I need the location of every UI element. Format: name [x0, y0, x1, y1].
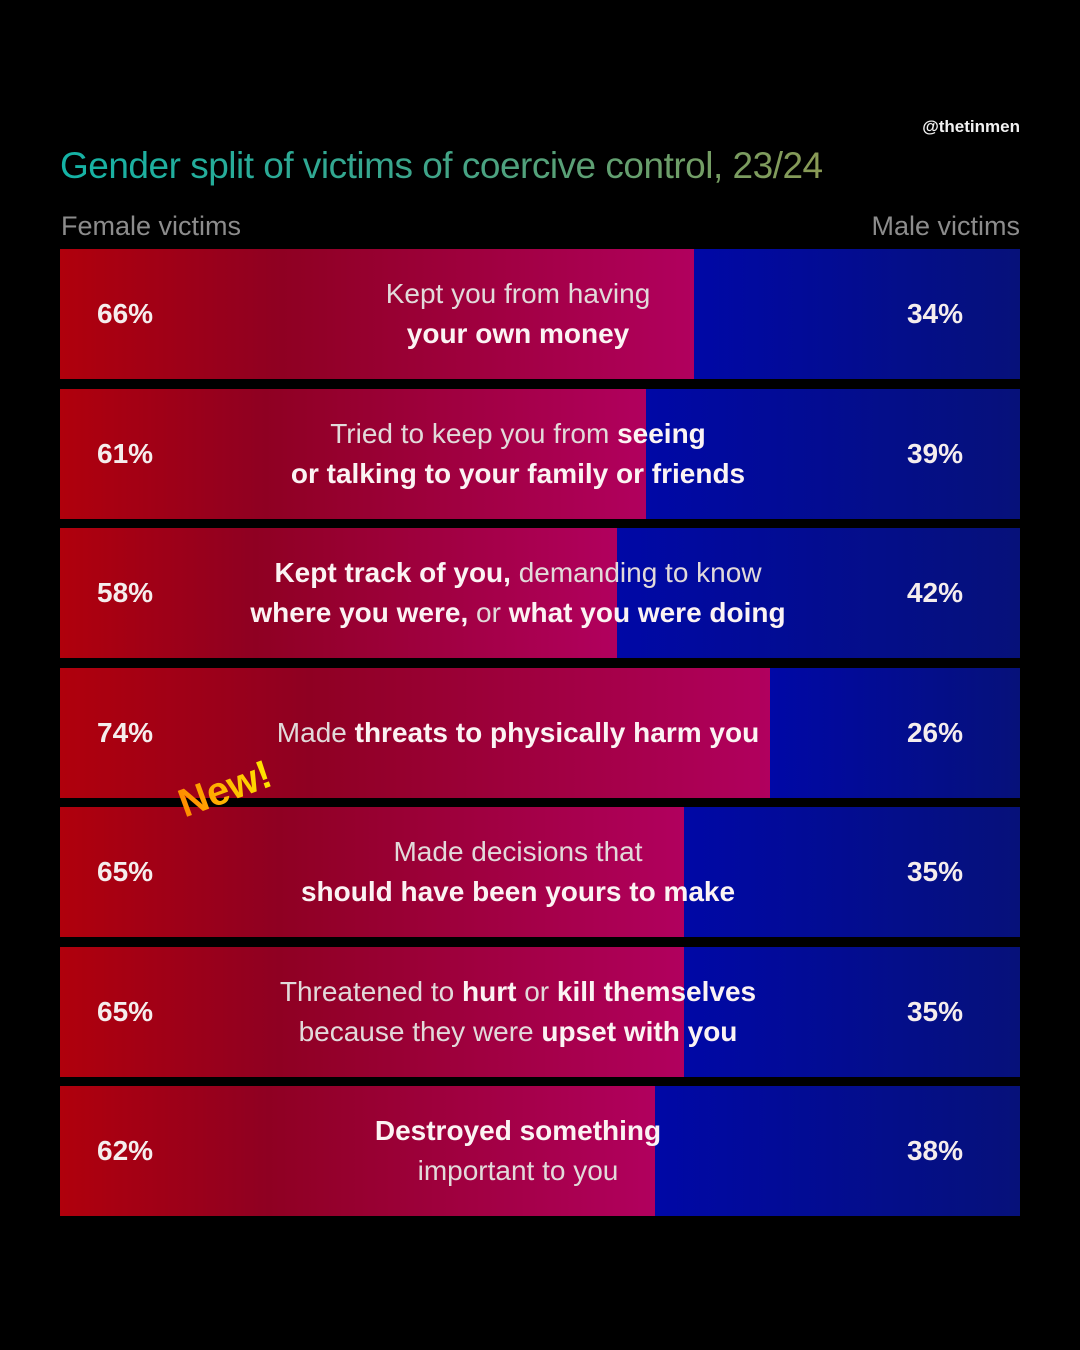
bar-row: Made threats to physically harm you 74% 26… [60, 668, 1020, 798]
label-emphasis: should have been yours to make [300, 876, 736, 907]
male-bar-segment [693, 249, 1020, 379]
female-value-label: 61% [97, 438, 154, 469]
bar-row: Made decisions that should have been your… [60, 807, 1020, 937]
author-handle: @thetinmen [922, 117, 1020, 136]
label-emphasis: or talking to your family or friends [290, 458, 746, 489]
label-emphasis: kill themselves [556, 976, 757, 1007]
label-text: Made [276, 717, 355, 748]
category-label-line: Kept track of you, demanding to know [16, 553, 1020, 593]
category-label-line: or talking to your family or friends [16, 454, 1020, 494]
male-bar-segment [684, 807, 1020, 937]
category-label-line: should have been yours to make [16, 872, 1020, 912]
category-label: Tried to keep you from seeing or talking … [16, 414, 1020, 494]
label-text: because they were [298, 1016, 542, 1047]
label-text: or [516, 976, 557, 1007]
label-emphasis: Kept track of you, [274, 557, 511, 588]
male-value-label: 26% [906, 717, 963, 748]
category-label: Destroyed something important to you [16, 1111, 1020, 1191]
bar-row: Kept track of you, demanding to know wher… [60, 528, 1020, 658]
category-label: Made decisions that should have been your… [16, 832, 1020, 912]
category-label: Made threats to physically harm you [16, 713, 1020, 753]
label-text: important to you [417, 1155, 619, 1186]
male-bar-segment [770, 668, 1020, 798]
category-label-line: Kept you from having [16, 274, 1020, 314]
category-label-line: Made decisions that [16, 832, 1020, 872]
category-label: Threatened to hurt or kill themselves bec… [16, 972, 1020, 1052]
label-emphasis: threats to physically harm you [354, 717, 760, 748]
category-label-line: because they were upset with you [16, 1012, 1020, 1052]
male-value-label: 35% [906, 996, 963, 1027]
category-label-line: Destroyed something [16, 1111, 1020, 1151]
bar-row: Destroyed something important to you 62% 38… [60, 1086, 1020, 1216]
male-bar-segment [645, 389, 1020, 519]
label-text: or [468, 597, 509, 628]
female-value-label: 74% [97, 717, 154, 748]
category-label-line: where you were, or what you were doing [16, 593, 1020, 633]
female-bar-segment [60, 668, 771, 798]
label-emphasis: hurt [461, 976, 517, 1007]
male-value-label: 35% [906, 856, 963, 887]
label-text: Threatened to [279, 976, 462, 1007]
female-value-label: 58% [97, 577, 154, 608]
bar-row: Tried to keep you from seeing or talking … [60, 389, 1020, 519]
label-text: Tried to keep you from [330, 418, 618, 449]
male-value-label: 34% [906, 298, 963, 329]
female-bar-segment [60, 947, 684, 1077]
category-label-line: Tried to keep you from seeing [16, 414, 1020, 454]
category-label-line: important to you [16, 1151, 1020, 1191]
category-label: Kept you from having your own money [16, 274, 1020, 354]
female-bar-segment [60, 807, 684, 937]
label-emphasis: upset with you [541, 1016, 738, 1047]
female-value-label: 65% [97, 856, 154, 887]
category-label: Kept track of you, demanding to know wher… [16, 553, 1020, 633]
female-bar-segment [60, 249, 694, 379]
female-victims-label: Female victims [61, 211, 242, 241]
bar-row: Kept you from having your own money 66% 34% [60, 249, 1020, 379]
male-bar-segment [684, 947, 1020, 1077]
female-value-label: 62% [97, 1135, 154, 1166]
male-bar-segment [616, 528, 1020, 658]
category-label-line: Threatened to hurt or kill themselves [16, 972, 1020, 1012]
label-text: Made decisions that [393, 836, 643, 867]
male-bar-segment [655, 1086, 1020, 1216]
male-value-label: 38% [906, 1135, 963, 1166]
bar-row: Threatened to hurt or kill themselves bec… [60, 947, 1020, 1077]
label-emphasis: your own money [406, 318, 630, 349]
female-bar-segment [60, 1086, 656, 1216]
male-value-label: 39% [906, 438, 963, 469]
male-victims-label: Male victims [871, 211, 1020, 241]
female-value-label: 66% [97, 298, 154, 329]
female-bar-segment [60, 389, 646, 519]
category-label-line: your own money [16, 314, 1020, 354]
female-bar-segment [60, 528, 617, 658]
chart-title: Gender split of victims of coercive cont… [60, 145, 823, 186]
label-text: demanding to know [510, 557, 762, 588]
label-emphasis: what you were doing [508, 597, 786, 628]
female-value-label: 65% [97, 996, 154, 1027]
label-emphasis: Destroyed something [374, 1115, 662, 1146]
label-emphasis: seeing [617, 418, 706, 449]
label-emphasis: where you were, [250, 597, 469, 628]
label-text: Kept you from having [385, 278, 651, 309]
category-label-line: Made threats to physically harm you [16, 713, 1020, 753]
male-value-label: 42% [906, 577, 963, 608]
